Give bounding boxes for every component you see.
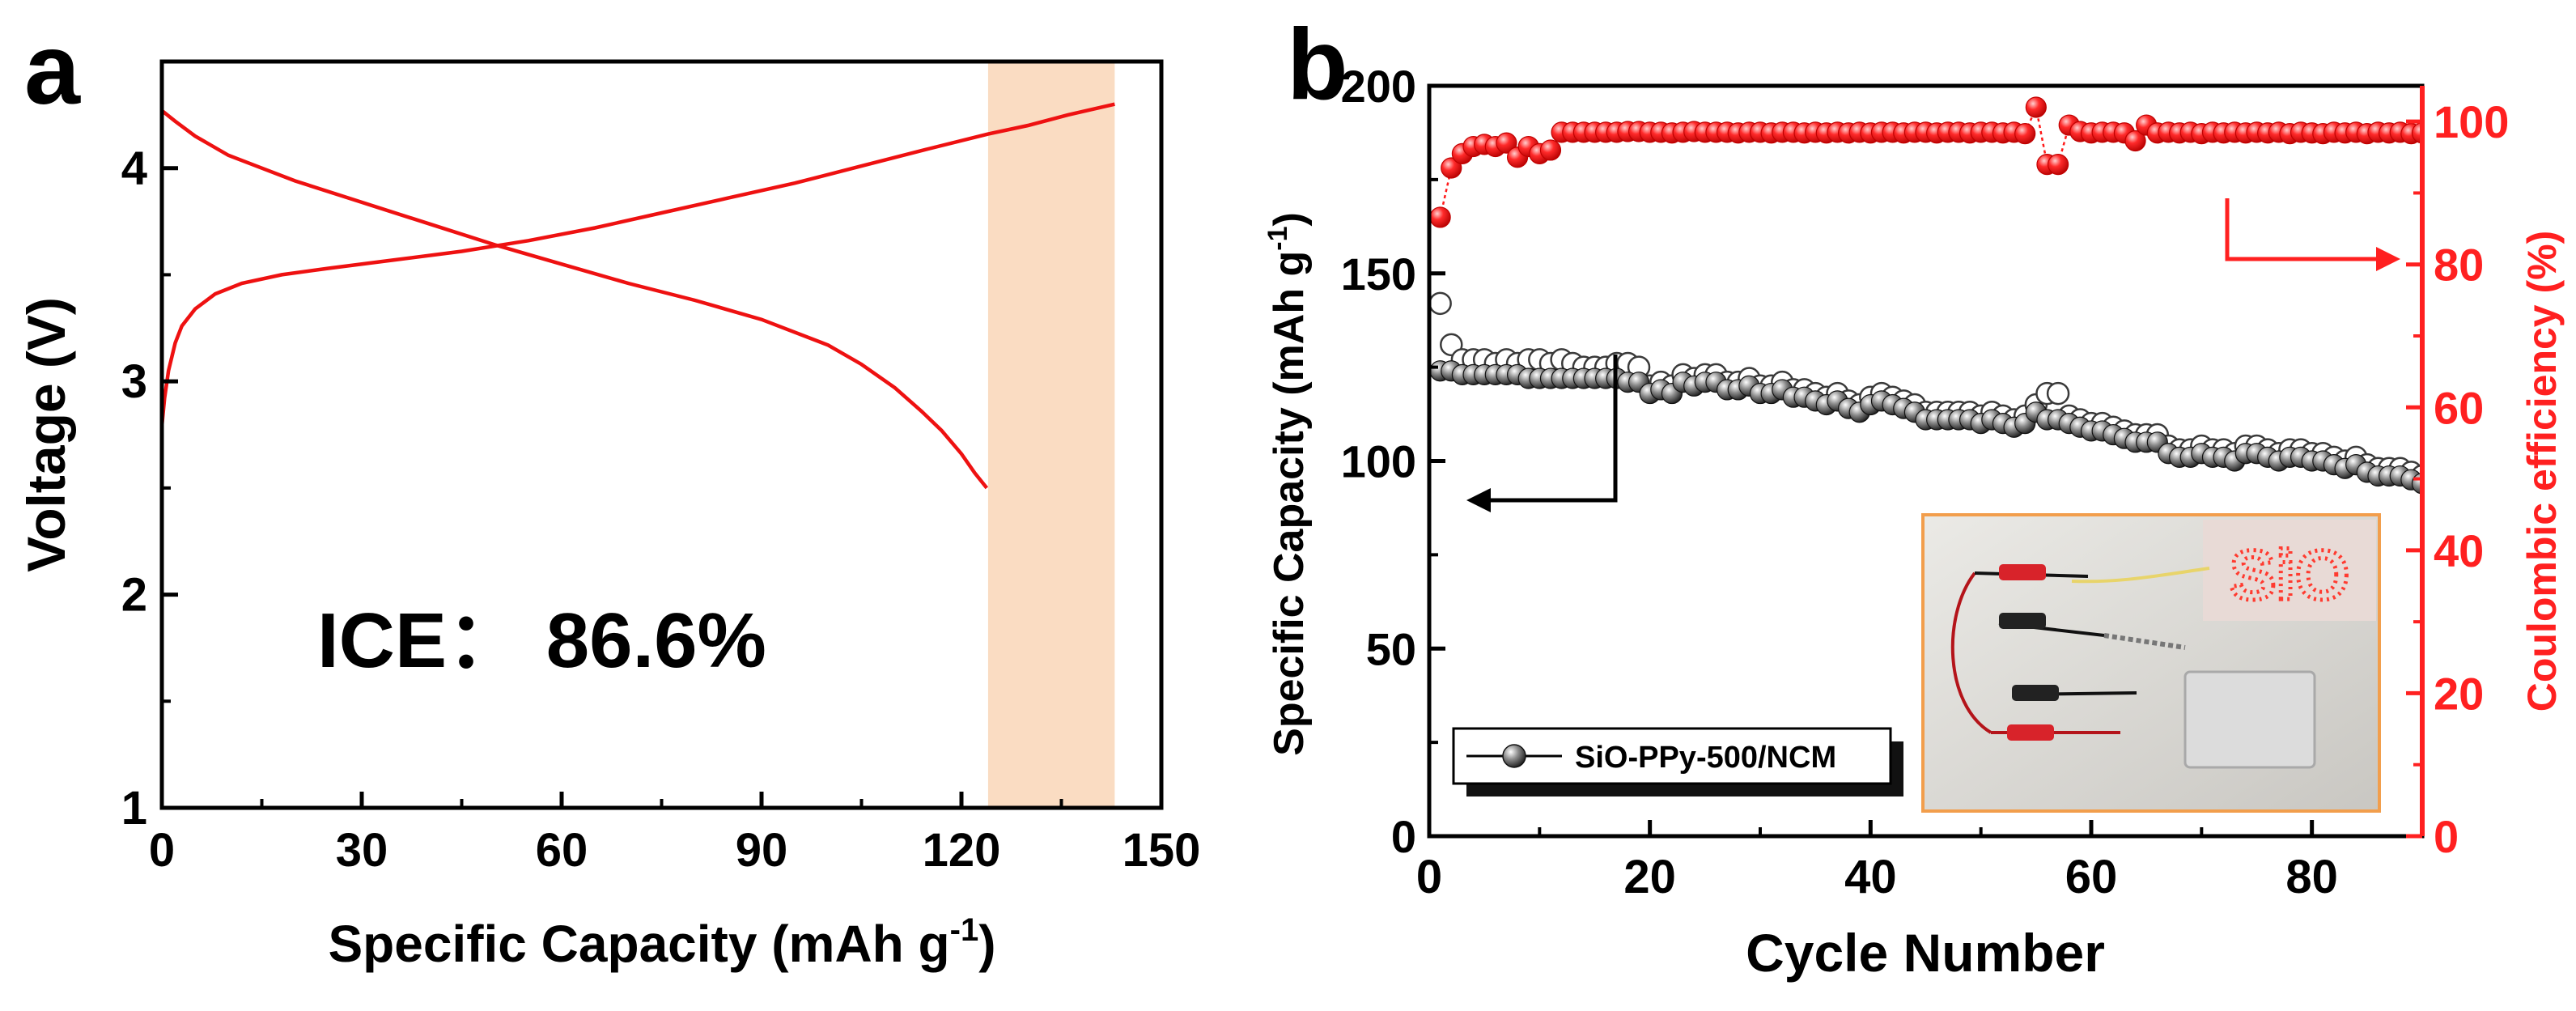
x-tick-label-b: 40 xyxy=(1844,851,1897,903)
y-tick-label-a: 2 xyxy=(121,569,147,622)
x-axis-label-b: Cycle Number xyxy=(1746,923,2105,983)
y2-tick-label: 80 xyxy=(2434,240,2484,291)
panel-b: b 0 20 40 60 80 0 50 100 150 200 0 20 40 60 80 100 Si… xyxy=(1263,9,2565,983)
y2-tick-label: 40 xyxy=(2434,525,2484,576)
efficiency-axis-arrow xyxy=(2225,198,2378,261)
y-tick-label-b: 0 xyxy=(1391,811,1416,862)
charge-capacity-point xyxy=(2046,381,2070,406)
legend-marker xyxy=(1502,744,1526,768)
efficiency-point xyxy=(1429,206,1451,228)
charge-capacity-point xyxy=(1429,291,1452,316)
y2-tick-label: 100 xyxy=(2434,96,2509,147)
voltage-curve-charge xyxy=(162,102,1115,427)
highlight-band xyxy=(987,62,1115,808)
efficiency-point xyxy=(1539,139,1562,161)
x-tick-label-b: 20 xyxy=(1623,851,1676,903)
x-tick-label-a: 90 xyxy=(736,824,788,877)
y-tick-label-a: 1 xyxy=(121,782,147,835)
y-tick-label-b: 50 xyxy=(1366,623,1416,674)
y2-tick-label: 0 xyxy=(2434,811,2459,862)
led-text: SiO xyxy=(2230,537,2349,614)
efficiency-point xyxy=(2124,130,2146,152)
pouch-cell xyxy=(2183,670,2316,769)
left-arrow-head xyxy=(1466,488,1491,512)
efficiency-point xyxy=(2014,123,2036,145)
y2-axis-label: Coulombic efficiency (%) xyxy=(2519,231,2565,712)
capacity-axis-arrow xyxy=(1487,355,1618,503)
y-axis-label-a: Voltage (V) xyxy=(16,297,76,572)
efficiency-point xyxy=(1441,157,1462,179)
x-tick-label-b: 60 xyxy=(2065,851,2118,903)
y-tick-label-b: 200 xyxy=(1341,61,1416,112)
efficiency-point xyxy=(1496,132,1517,154)
efficiency-point xyxy=(2025,96,2047,118)
x-tick-label-b: 0 xyxy=(1416,851,1442,903)
y-tick-label-a: 3 xyxy=(121,355,147,408)
panel-b-label: b xyxy=(1287,9,1348,121)
x-tick-label-b: 80 xyxy=(2285,851,2338,903)
voltage-curve-discharge xyxy=(162,108,989,490)
y-tick-label-a: 4 xyxy=(121,142,147,195)
y-tick-label-b: 100 xyxy=(1341,436,1416,487)
y2-tick-label: 20 xyxy=(2434,668,2484,719)
x-tick-label-a: 0 xyxy=(149,824,175,877)
efficiency-point xyxy=(2048,154,2069,176)
panel-a: a 0 30 60 90 120 150 1 2 3 4 Specific Capacity (… xyxy=(16,14,1200,973)
y-axis-label-b: Specific Capacity (mAh g-1) xyxy=(1263,212,1313,756)
y-tick-label-b: 150 xyxy=(1341,249,1416,299)
x-tick-label-a: 30 xyxy=(336,824,388,877)
inset-photo: SiO xyxy=(1921,513,2381,813)
efficiency-point xyxy=(2411,122,2422,144)
legend: SiO-PPy-500/NCM xyxy=(1452,727,1903,796)
x-tick-label-a: 120 xyxy=(923,824,1001,877)
x-tick-label-a: 150 xyxy=(1122,824,1201,877)
ice-annotation: ICE： 86.6% xyxy=(317,597,766,684)
panel-a-label: a xyxy=(24,14,81,125)
right-arrow-head xyxy=(2376,247,2400,271)
legend-entry: SiO-PPy-500/NCM xyxy=(1575,741,1836,775)
y2-tick-label: 60 xyxy=(2434,382,2484,433)
x-tick-label-a: 60 xyxy=(536,824,588,877)
x-axis-label-a: Specific Capacity (mAh g-1) xyxy=(328,912,995,973)
